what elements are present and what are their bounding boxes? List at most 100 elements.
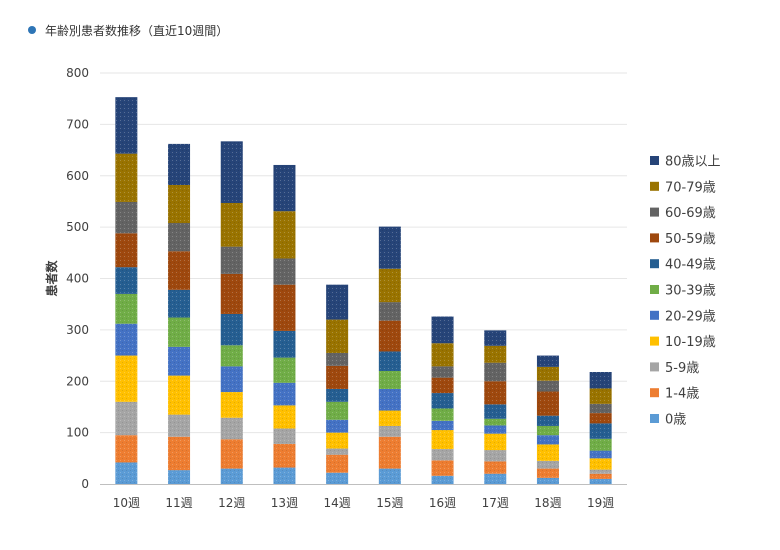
y-tick-label: 800 [66, 66, 89, 80]
bar-segment-texture [589, 450, 612, 459]
bar-segment-texture [484, 473, 507, 484]
bar-segment-texture [168, 414, 191, 437]
bar-segment-texture [326, 388, 349, 402]
bar-segment-texture [273, 428, 296, 444]
bar-segment-texture [431, 449, 454, 461]
legend-label: 80歳以上 [665, 155, 721, 170]
bar-segment-texture [589, 403, 612, 414]
bar-segment-texture [484, 362, 507, 382]
bar-segment-texture [273, 467, 296, 484]
y-tick-label: 100 [66, 426, 89, 440]
legend-item: 1-4歳 [650, 387, 699, 402]
legend-item: 0歳 [650, 413, 686, 428]
bar-segment-texture [115, 267, 138, 294]
bar-segment-texture [273, 211, 296, 259]
bar-segment-texture [220, 345, 243, 367]
bar-segment-texture [168, 143, 191, 185]
bar-segment-texture [431, 343, 454, 367]
bar-segment-texture [168, 470, 191, 484]
bar-segment-texture [431, 475, 454, 484]
bar-segment-texture [378, 226, 401, 269]
bar-segment-texture [326, 472, 349, 484]
legend-label: 10-19歳 [665, 335, 716, 350]
bar-segment-texture [378, 388, 401, 411]
bar-segment-texture [326, 284, 349, 320]
bar-segment-texture [431, 393, 454, 409]
legend-item: 60-69歳 [650, 206, 716, 221]
bar-segment-texture [115, 293, 138, 324]
bar-segment-texture [431, 420, 454, 431]
bar-segment-texture [220, 141, 243, 203]
legend-label: 1-4歳 [665, 387, 699, 402]
bar-segment-texture [273, 284, 296, 331]
bar-segment-texture [326, 454, 349, 473]
bar-segment-texture [484, 418, 507, 426]
y-tick-label: 500 [66, 220, 89, 234]
bar-stack [378, 226, 401, 484]
bar-segment-texture [115, 153, 138, 202]
x-tick-label: 17週 [482, 496, 509, 510]
bar-segment-texture [484, 345, 507, 363]
bar-stack [326, 284, 349, 484]
bar-segment-texture [220, 439, 243, 469]
bar-segment-texture [273, 405, 296, 429]
legend-item: 80歳以上 [650, 155, 721, 170]
x-tick-label: 16週 [429, 496, 456, 510]
bar-segment-texture [431, 316, 454, 344]
x-tick-label: 18週 [534, 496, 561, 510]
x-tick-label: 10週 [113, 496, 140, 510]
bar-segment-texture [273, 357, 296, 383]
bar-segment-texture [589, 469, 612, 474]
bullet-icon [28, 26, 36, 34]
bar-segment-texture [326, 365, 349, 389]
bar-segment-texture [536, 444, 559, 461]
bar-segment-texture [378, 320, 401, 352]
bar-segment-texture [326, 419, 349, 433]
bar-segment-texture [589, 438, 612, 451]
legend-item: 40-49歳 [650, 258, 716, 273]
bar-segment-texture [378, 370, 401, 389]
legend-item: 70-79歳 [650, 180, 716, 195]
y-tick-label: 200 [66, 374, 89, 388]
bar-segment-texture [536, 460, 559, 469]
bar-segment-texture [220, 392, 243, 418]
bar-segment-texture [378, 351, 401, 371]
bar-segment-texture [589, 413, 612, 424]
bar-segment-texture [168, 184, 191, 224]
legend-label: 20-29歳 [665, 309, 716, 324]
bar-segment-texture [168, 375, 191, 415]
x-tick-label: 13週 [271, 496, 298, 510]
bar-segment-texture [115, 201, 138, 234]
bar-segment-texture [168, 436, 191, 471]
bar-segment-texture [431, 430, 454, 450]
legend-label: 0歳 [665, 413, 686, 428]
legend-swatch [650, 156, 659, 165]
y-axis-title: 患者数 [44, 260, 59, 297]
bar-segment-texture [431, 366, 454, 378]
bar-segment-texture [484, 433, 507, 451]
legend-label: 70-79歳 [665, 180, 716, 195]
bar-segment-texture [484, 450, 507, 462]
chart-header: 年齢別患者数推移（直近10週間） [28, 20, 228, 40]
bar-segment-texture [220, 366, 243, 393]
bar-segment-texture [536, 391, 559, 416]
legend-item: 20-29歳 [650, 309, 716, 324]
bar-segment-texture [378, 425, 401, 437]
legend-swatch [650, 336, 659, 346]
bar-segment-texture [378, 436, 401, 469]
bar-segment-texture [536, 366, 559, 381]
legend-label: 40-49歳 [665, 258, 716, 273]
legend-swatch [650, 233, 659, 243]
bar-segment-texture [168, 251, 191, 290]
legend-item: 5-9歳 [650, 361, 699, 376]
bar-segment-texture [536, 468, 559, 478]
bar-segment-texture [220, 246, 243, 274]
bar-segment-texture [378, 268, 401, 303]
chart-title: 年齢別患者数推移（直近10週間） [45, 23, 229, 38]
y-tick-label: 300 [66, 323, 89, 337]
bar-stack [431, 316, 454, 484]
bar-segment-texture [115, 462, 138, 484]
bar-segment-texture [115, 355, 138, 402]
bar-segment-texture [378, 410, 401, 426]
